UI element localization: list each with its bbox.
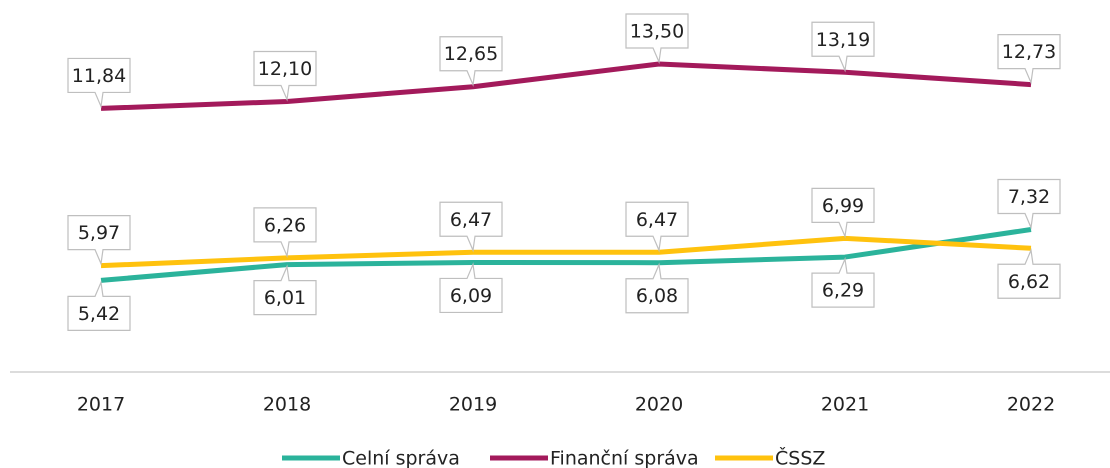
label-box [997, 33, 1061, 85]
label-box [625, 13, 689, 65]
data-label: 12,10 [258, 58, 312, 80]
series-line [100, 235, 1032, 269]
data-label: 13,50 [630, 20, 684, 42]
x-tick-label: 2022 [1007, 394, 1055, 416]
data-label: 6,47 [636, 209, 678, 231]
label-box [67, 280, 131, 331]
label-box [439, 262, 503, 314]
label-box [997, 248, 1061, 299]
data-label: 11,84 [72, 65, 126, 87]
data-label: 7,32 [1008, 186, 1050, 208]
label-box [439, 36, 503, 87]
series-line [100, 61, 1032, 111]
data-label: 13,19 [816, 29, 870, 51]
label-box [625, 262, 689, 314]
label-box [253, 264, 317, 316]
data-label: 6,47 [450, 209, 492, 231]
legend-label: Finanční správa [550, 448, 699, 468]
data-label: 6,99 [822, 195, 864, 217]
legend-label: Celní správa [342, 448, 460, 468]
label-box [67, 215, 131, 266]
data-label: 6,09 [450, 285, 492, 307]
legend-label: ČSSZ [775, 446, 825, 468]
x-tick-label: 2021 [821, 394, 869, 416]
label-box [67, 57, 131, 109]
data-label: 6,08 [636, 285, 678, 307]
data-label: 12,65 [444, 43, 498, 65]
data-label: 6,62 [1008, 271, 1050, 293]
data-label: 6,01 [264, 287, 306, 309]
data-label: 6,29 [822, 280, 864, 302]
data-label: 5,97 [78, 222, 120, 244]
label-box [253, 50, 317, 102]
label-box [439, 201, 503, 253]
series-line [100, 227, 1032, 283]
x-tick-label: 2019 [449, 394, 497, 416]
label-box [811, 187, 875, 239]
label-box [253, 207, 317, 259]
x-tick-label: 2020 [635, 394, 683, 416]
label-box [811, 256, 875, 308]
data-label: 12,73 [1002, 41, 1056, 63]
data-label: 5,42 [78, 303, 120, 325]
x-tick-label: 2017 [77, 394, 125, 416]
label-box [625, 201, 689, 253]
data-label: 6,26 [264, 214, 306, 236]
x-tick-label: 2018 [263, 394, 311, 416]
label-box [811, 21, 875, 73]
label-box [997, 178, 1061, 230]
